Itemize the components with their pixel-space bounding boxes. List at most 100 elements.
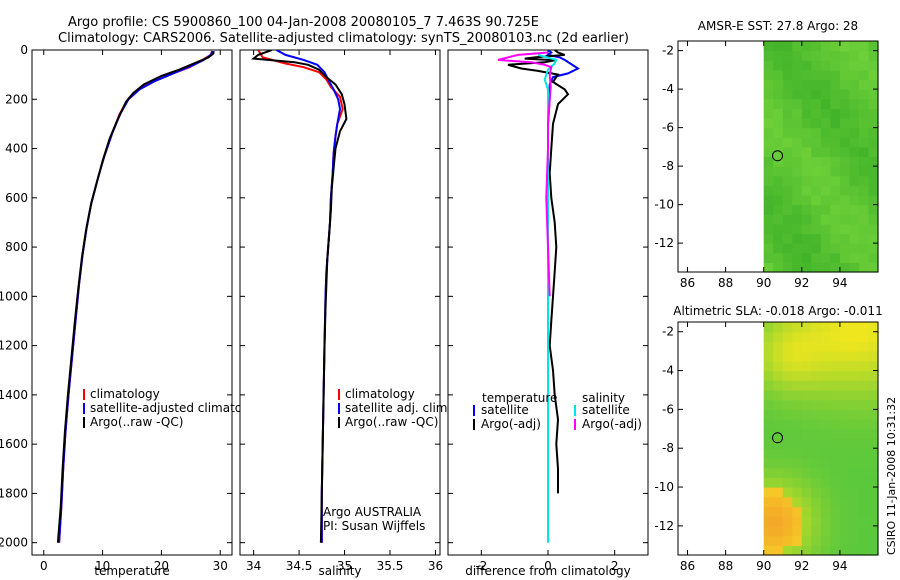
- map-cell: [839, 331, 850, 342]
- y-tick-label: 0: [20, 43, 28, 57]
- map-cell: [773, 79, 784, 90]
- map-cell: [849, 351, 860, 362]
- map-cell: [773, 341, 784, 352]
- x-tick-label: 30: [213, 559, 228, 573]
- map-cell: [839, 477, 850, 488]
- map-cell: [830, 118, 841, 129]
- map-cell: [773, 331, 784, 342]
- x-tick-label: 35.5: [377, 559, 404, 573]
- map-cell: [773, 156, 784, 167]
- map-cell: [859, 204, 870, 215]
- legend-title: salinity: [582, 391, 625, 405]
- map-cell: [782, 545, 793, 556]
- map-cell: [811, 60, 822, 71]
- map-cell: [839, 60, 850, 71]
- map-cell: [839, 98, 850, 109]
- map-cell: [773, 448, 784, 459]
- map-cell: [792, 214, 803, 225]
- map-cell: [792, 146, 803, 158]
- x-tick-label: 10: [95, 559, 110, 573]
- map-cell: [763, 214, 774, 225]
- map-cell: [801, 506, 812, 517]
- map-cell: [792, 69, 803, 81]
- map-cell: [859, 409, 870, 420]
- map-cell: [868, 98, 879, 109]
- map-cell: [820, 262, 831, 273]
- map-cell: [792, 477, 803, 488]
- map-cell: [849, 50, 860, 61]
- map-cell: [801, 467, 812, 478]
- map-cell: [782, 428, 793, 440]
- map-cell: [792, 467, 803, 478]
- map-cell: [811, 98, 822, 109]
- map-cell: [868, 195, 879, 206]
- map-cell: [859, 535, 870, 546]
- map-cell: [801, 175, 812, 186]
- map-cell: [859, 127, 870, 138]
- map-cell: [763, 262, 774, 273]
- map-cell: [849, 360, 860, 372]
- map-cell: [782, 214, 793, 225]
- map-cell: [849, 506, 860, 517]
- map-cell: [820, 108, 831, 119]
- map-cell: [820, 331, 831, 342]
- figure-title-line1: Argo profile: CS 5900860_100 04-Jan-2008…: [68, 15, 539, 30]
- map-cell: [868, 243, 879, 254]
- map-cell: [782, 467, 793, 478]
- map-cell: [820, 380, 831, 391]
- map-cell: [782, 223, 793, 235]
- map-cell: [782, 156, 793, 167]
- map-cell: [839, 79, 850, 90]
- map-cell: [820, 516, 831, 527]
- map-cell: [849, 262, 860, 273]
- x-tick-label: 34.5: [286, 559, 313, 573]
- map-cell: [801, 545, 812, 556]
- map-cell: [859, 89, 870, 100]
- map-cell: [782, 166, 793, 177]
- map-cell: [868, 233, 879, 244]
- map-cell: [839, 390, 850, 401]
- map-cell: [811, 438, 822, 449]
- map-cell: [792, 166, 803, 177]
- x-tick-label: 20: [154, 559, 169, 573]
- map-cell: [763, 322, 774, 333]
- map-cell: [792, 195, 803, 206]
- map-cell: [820, 69, 831, 81]
- map-cell: [820, 156, 831, 167]
- map-cell: [763, 409, 774, 420]
- map-cell: [820, 438, 831, 449]
- map-cell: [849, 108, 860, 119]
- legend-label: Argo(-adj): [481, 417, 541, 431]
- map-cell: [773, 50, 784, 61]
- map-cell: [773, 457, 784, 469]
- map-cell: [792, 127, 803, 138]
- map-cell: [792, 331, 803, 342]
- map-cell: [792, 399, 803, 410]
- map-cell: [820, 98, 831, 109]
- map-cell: [773, 380, 784, 391]
- map-cell: [849, 487, 860, 498]
- map-cell: [820, 195, 831, 206]
- map-cell: [773, 89, 784, 100]
- map-cell: [868, 438, 879, 449]
- map-cell: [773, 185, 784, 196]
- map-cell: [782, 60, 793, 71]
- legend-label: satellite-adjusted climatology: [90, 401, 268, 415]
- map-cell: [849, 89, 860, 100]
- map-cell: [763, 351, 774, 362]
- map-cell: [811, 525, 822, 537]
- map-cell: [830, 137, 841, 148]
- map-cell: [820, 448, 831, 459]
- map-cell: [801, 108, 812, 119]
- map-cell: [820, 118, 831, 129]
- map-cell: [830, 409, 841, 420]
- map-cell: [830, 41, 841, 52]
- map-cell: [839, 487, 850, 498]
- map-cell: [839, 262, 850, 273]
- map-cell: [820, 252, 831, 263]
- map-cell: [811, 390, 822, 401]
- map-frame: [677, 40, 879, 273]
- map-cell: [868, 525, 879, 537]
- legend-label: satellite adj. clim.: [345, 401, 451, 415]
- y-tick-label: 1000: [0, 289, 28, 303]
